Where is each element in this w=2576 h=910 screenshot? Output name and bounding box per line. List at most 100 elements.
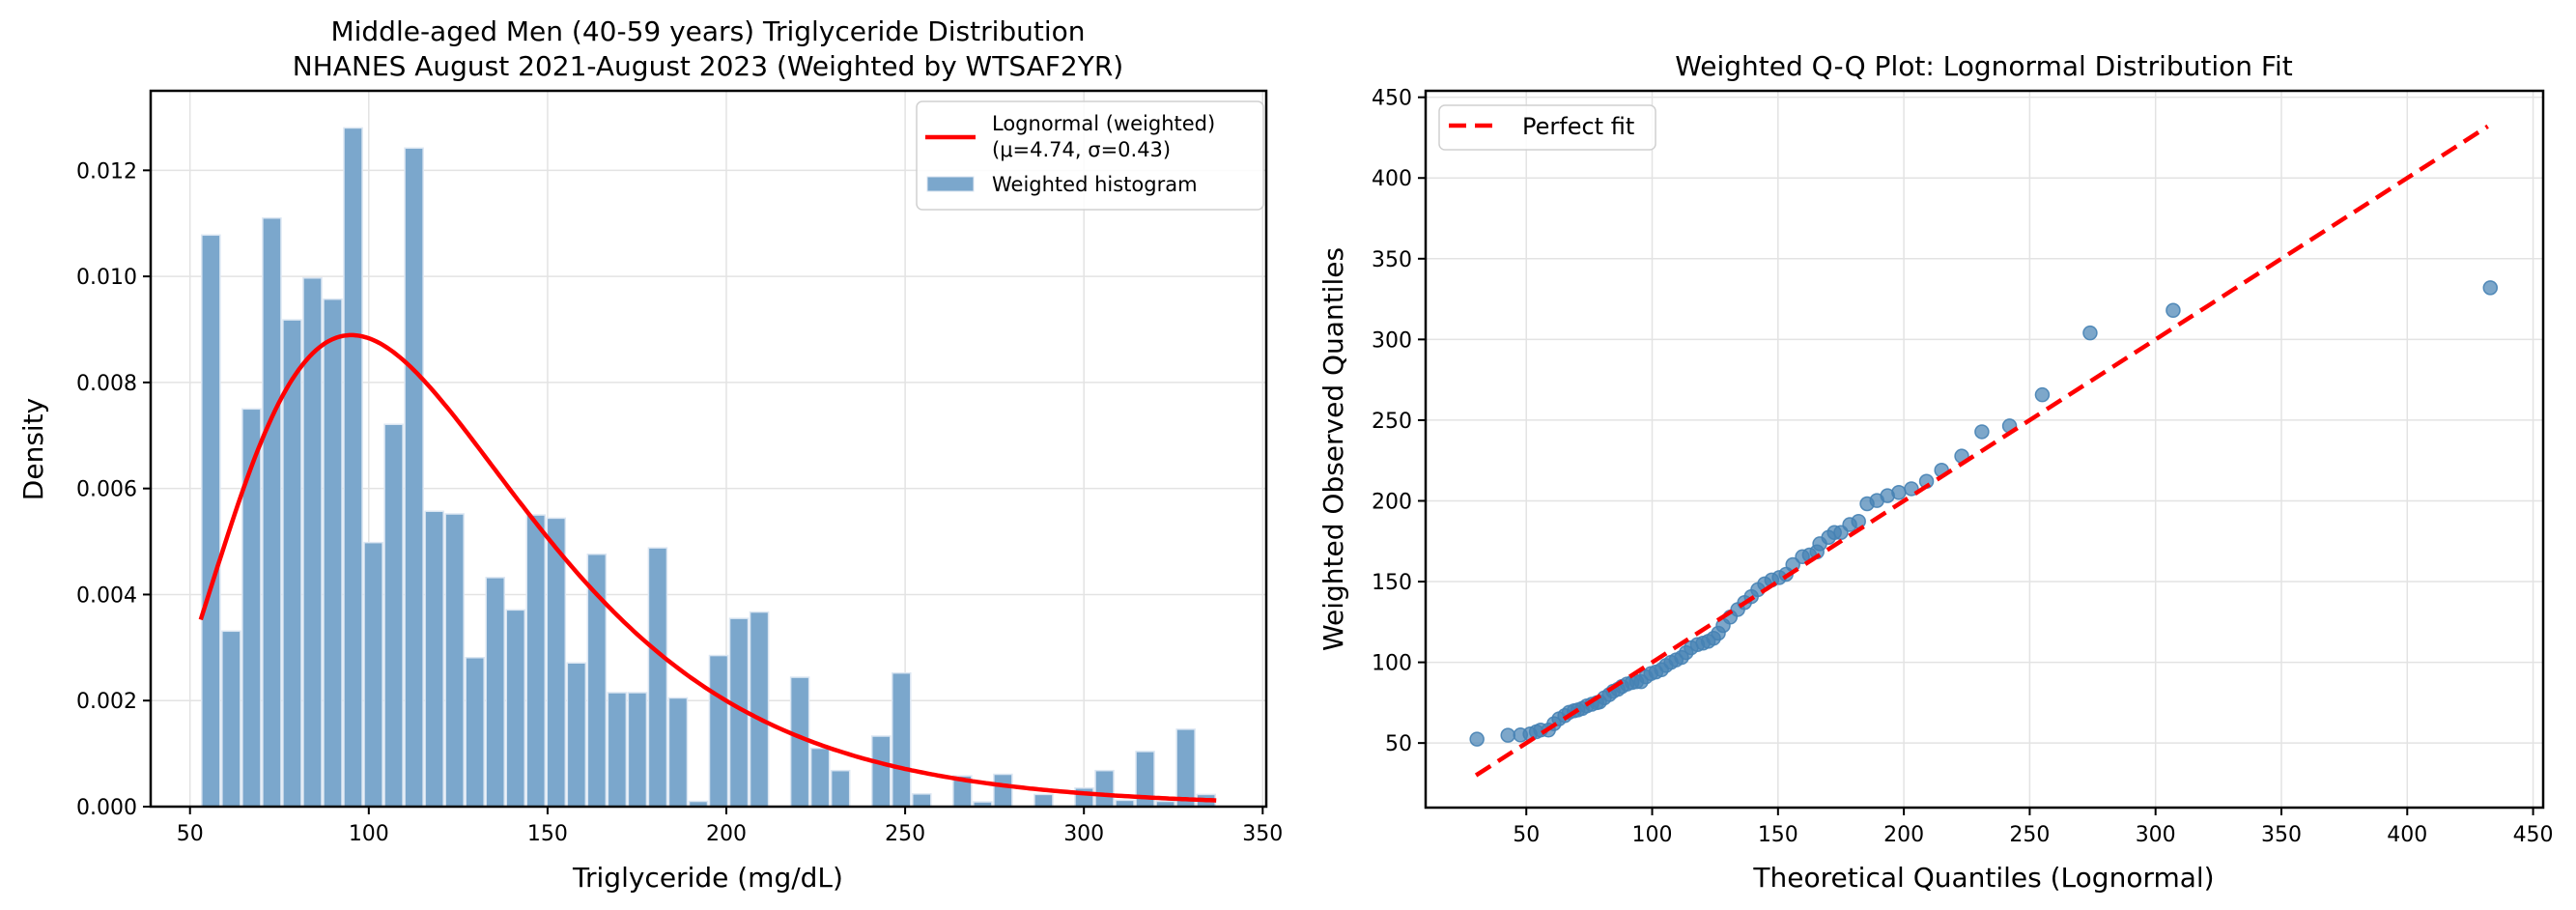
histogram-bar	[404, 147, 424, 808]
histogram-bar	[993, 773, 1013, 808]
histogram-axes-frame	[149, 89, 1268, 809]
x-tick-label: 200	[1883, 823, 1924, 847]
histogram-bar	[323, 298, 343, 808]
histogram-bar	[262, 216, 282, 808]
y-tick-label: 350	[1372, 248, 1412, 272]
histogram-bar	[647, 547, 668, 808]
y-tick-label: 0.000	[76, 796, 137, 820]
histogram-bar	[525, 514, 547, 808]
y-tick-label: 400	[1372, 167, 1412, 191]
histogram-bar	[830, 769, 851, 808]
histogram-bar	[667, 697, 689, 808]
y-tick-label: 50	[1385, 732, 1412, 756]
y-tick-label: 250	[1372, 410, 1412, 434]
qq-title: Weighted Q-Q Plot: Lognormal Distributio…	[1675, 50, 2293, 82]
x-tick-label: 50	[177, 822, 204, 846]
histogram-title: Middle-aged Men (40-59 years) Triglyceri…	[330, 15, 1085, 47]
histogram-bar	[465, 657, 485, 808]
histogram-bar	[870, 735, 892, 808]
histogram-bar	[424, 510, 444, 808]
histogram-y-ticks: 0.000 0.002 0.004 0.006 0.008 0.010 0.012	[76, 159, 151, 820]
y-tick-label: 0.006	[76, 478, 137, 502]
x-tick-label: 100	[1632, 823, 1673, 847]
y-tick-label: 0.008	[76, 372, 137, 396]
histogram-x-axis-label: Triglyceride (mg/dL)	[572, 862, 843, 894]
qq-point	[2482, 280, 2499, 296]
histogram-bar	[343, 127, 363, 808]
histogram-bar	[201, 234, 221, 808]
y-tick-label: 200	[1372, 490, 1412, 514]
histogram-bar	[383, 423, 404, 808]
histogram-bar	[1175, 728, 1196, 808]
legend-box	[916, 100, 1264, 211]
histogram-bar	[363, 541, 383, 808]
y-tick-label: 0.010	[76, 266, 137, 290]
histogram-bar	[627, 692, 648, 808]
lognormal-curve	[198, 332, 1217, 803]
qq-axes-frame	[1424, 89, 2545, 810]
histogram-bar	[444, 513, 465, 808]
y-tick-label: 100	[1372, 652, 1412, 676]
y-tick-label: 150	[1372, 571, 1412, 595]
histogram-bar	[505, 609, 526, 808]
y-tick-label: 300	[1372, 328, 1412, 353]
x-tick-label: 450	[2513, 823, 2554, 847]
x-tick-label: 300	[1063, 822, 1104, 846]
qq-y-ticks: 50 100 150 200 250 300 350 400 450	[1372, 87, 1426, 756]
x-tick-label: 200	[706, 822, 747, 846]
histogram-bar	[891, 671, 912, 808]
x-tick-label: 50	[1513, 823, 1540, 847]
legend-label-lognormal-params: (μ=4.74, σ=0.43)	[992, 138, 1171, 161]
y-tick-label: 0.002	[76, 690, 137, 714]
x-tick-label: 350	[2261, 823, 2302, 847]
x-tick-label: 150	[1758, 823, 1798, 847]
histogram-bar	[1094, 769, 1115, 808]
histogram-bar	[607, 692, 628, 808]
x-tick-label: 400	[2387, 823, 2427, 847]
histogram-bar	[546, 517, 567, 808]
histogram-bar	[221, 630, 241, 808]
histogram-bar	[566, 662, 587, 808]
x-tick-label: 150	[527, 822, 568, 846]
x-tick-label: 250	[2009, 823, 2050, 847]
histogram-panel: Middle-aged Men (40-59 years) Triglyceri…	[17, 15, 1283, 894]
qq-point	[1469, 731, 1485, 747]
qq-legend-label: Perfect fit	[1522, 113, 1634, 140]
qq-point	[1974, 424, 1990, 440]
qq-point	[2082, 325, 2098, 341]
y-tick-label: 0.012	[76, 159, 137, 184]
qq-point	[2034, 386, 2051, 403]
histogram-bar	[1033, 793, 1054, 808]
x-tick-label: 100	[349, 822, 389, 846]
histogram-subtitle: NHANES August 2021-August 2023 (Weighted…	[293, 50, 1123, 82]
x-tick-label: 350	[1242, 822, 1283, 846]
qq-x-axis-label: Theoretical Quantiles (Lognormal)	[1752, 862, 2214, 894]
histogram-bar	[809, 747, 831, 808]
histogram-bar	[485, 577, 505, 808]
qq-legend: Perfect fit	[1438, 104, 1656, 151]
histogram-y-axis-label: Density	[17, 398, 49, 500]
qq-point	[1891, 485, 1907, 500]
qq-grid	[1426, 91, 2543, 808]
histogram-bar	[912, 793, 932, 808]
y-tick-label: 450	[1372, 87, 1412, 111]
qq-point	[2166, 302, 2181, 319]
histogram-bars	[201, 127, 1216, 808]
legend-patch-swatch	[926, 176, 975, 192]
qq-legend-box	[1438, 104, 1656, 151]
x-tick-label: 250	[885, 822, 925, 846]
qq-point	[1500, 727, 1515, 743]
histogram-bar	[749, 611, 770, 808]
x-tick-label: 300	[2136, 823, 2176, 847]
qq-y-axis-label: Weighted Observed Quantiles	[1317, 247, 1349, 651]
legend-label-lognormal: Lognormal (weighted)	[992, 112, 1215, 135]
histogram-legend: Lognormal (weighted) (μ=4.74, σ=0.43) We…	[916, 100, 1264, 211]
perfect-fit-line	[1474, 124, 2489, 778]
histogram-bar	[708, 654, 729, 808]
histogram-x-ticks: 50 100 150 200 250 300 350	[177, 807, 1283, 846]
y-tick-label: 0.004	[76, 583, 137, 608]
histogram-bar	[789, 676, 810, 808]
legend-label-histogram: Weighted histogram	[992, 173, 1198, 196]
qq-x-ticks: 50 100 150 200 250 300 350 400 450	[1513, 808, 2554, 847]
